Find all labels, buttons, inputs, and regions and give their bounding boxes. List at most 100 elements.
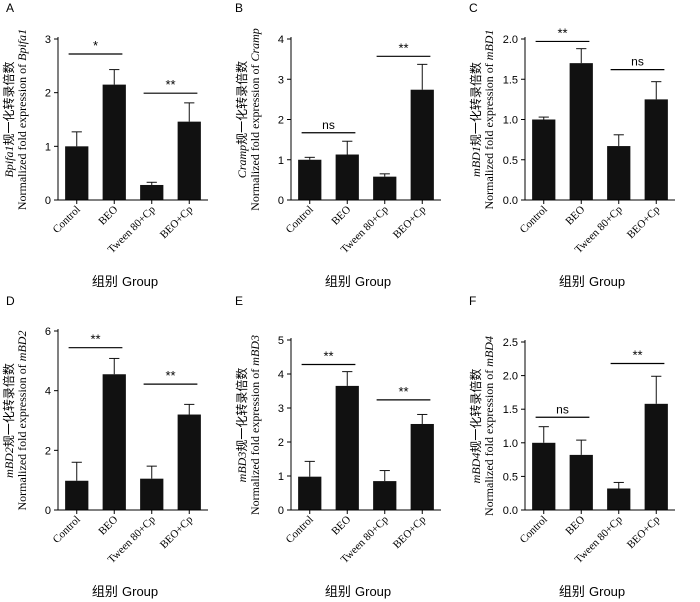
panel-label: E — [235, 294, 243, 308]
x-axis-title: 组别 Group — [559, 584, 625, 600]
significance-label: ns — [556, 402, 569, 416]
bar-tween-80-cp — [140, 478, 164, 510]
y-tick-label: 0.5 — [503, 155, 518, 167]
y-tick-label: 1 — [278, 471, 284, 483]
y-tick-label: 0.0 — [503, 195, 518, 207]
y-axis-title-cn: mBD3规一化转录倍数 — [234, 368, 249, 483]
y-tick-label: 6 — [45, 326, 51, 338]
x-tick-label: BEO — [563, 514, 587, 538]
x-axis-title-cn: 组别 — [325, 585, 355, 600]
y-tick-label: 0 — [278, 505, 284, 517]
significance-label: ** — [90, 332, 100, 347]
bar-beo — [102, 374, 126, 510]
y-axis-gene: mBD3 — [235, 452, 249, 483]
y-axis-title-cn-text: 规一化转录倍数 — [234, 61, 249, 145]
y-tick-label: 0.5 — [503, 471, 518, 483]
y-tick-label: 2 — [278, 437, 284, 449]
bar-beo-cp — [644, 403, 668, 510]
y-axis-gene: mBD1 — [469, 146, 483, 177]
bar-beo-cp — [177, 121, 201, 200]
x-axis-title-en: Group — [122, 274, 158, 289]
y-axis-title-cn-text: 规一化转录倍数 — [468, 369, 483, 453]
bar-beo — [569, 63, 593, 201]
y-tick-label: 3 — [278, 403, 284, 415]
y-axis-title-en: Normalized fold expression of mBD2 — [15, 331, 29, 511]
y-tick-label: 0 — [45, 195, 51, 207]
y-tick-label: 1.5 — [503, 404, 518, 416]
bar-tween-80-cp — [373, 176, 397, 200]
x-axis-title-en: Group — [355, 584, 391, 599]
y-axis-gene: mBD4 — [469, 453, 483, 484]
y-axis-title-en-text: Normalized fold expression of — [15, 361, 29, 510]
y-tick-label: 2 — [45, 445, 51, 457]
y-axis-title-cn: Bpifa1规一化转录倍数 — [1, 61, 16, 177]
significance-label: ** — [323, 348, 333, 363]
y-axis-title-cn-text: 规一化转录倍数 — [1, 363, 16, 447]
y-axis-gene: mBD3 — [248, 335, 262, 366]
y-axis-gene: mBD2 — [15, 331, 29, 362]
significance-label: ** — [398, 384, 408, 399]
x-tick-label: Control — [284, 514, 316, 546]
y-axis-gene: Bpifa1 — [2, 146, 16, 178]
x-tick-label: BEO — [563, 204, 587, 228]
bar-beo — [569, 454, 593, 510]
y-tick-label: 4 — [45, 386, 51, 398]
bar-control — [298, 476, 322, 510]
y-axis-gene: mBD4 — [482, 336, 496, 367]
y-axis-title-en: Normalized fold expression of mBD3 — [248, 335, 262, 515]
x-tick-label: BEO+Cp — [158, 513, 196, 551]
x-axis-title: 组别 Group — [92, 584, 158, 600]
bar-control — [532, 442, 556, 510]
x-axis-title-cn: 组别 — [559, 585, 589, 600]
y-axis-gene: Bpifa1 — [15, 29, 29, 61]
significance-label: * — [93, 38, 98, 53]
x-tick-label: BEO+Cp — [158, 203, 196, 241]
x-axis-title-en: Group — [122, 584, 158, 599]
x-axis-title-cn: 组别 — [92, 585, 122, 600]
bar-control — [298, 159, 322, 200]
x-axis-title-cn: 组别 — [325, 275, 355, 290]
x-tick-label: BEO+Cp — [625, 513, 663, 551]
bar-beo — [335, 385, 359, 510]
y-tick-label: 0 — [278, 195, 284, 207]
bar-beo-cp — [644, 99, 668, 200]
bar-control — [65, 146, 89, 200]
panel-label: D — [6, 294, 15, 308]
y-axis-title-cn-text: 规一化转录倍数 — [468, 62, 483, 146]
x-tick-label: BEO+Cp — [625, 203, 663, 241]
significance-label: ** — [398, 40, 408, 55]
panel-label: C — [469, 1, 478, 15]
y-tick-label: 2.0 — [503, 371, 518, 383]
x-axis-title: 组别 Group — [92, 274, 158, 290]
y-axis-title-cn: mBD1规一化转录倍数 — [468, 62, 483, 177]
bar-control — [65, 480, 89, 510]
bar-beo — [335, 154, 359, 200]
y-axis-title-cn: mBD4规一化转录倍数 — [468, 369, 483, 484]
y-tick-label: 0 — [45, 505, 51, 517]
y-axis-title-cn: mBD2规一化转录倍数 — [1, 363, 16, 478]
y-tick-label: 4 — [278, 369, 284, 381]
y-axis-title-en: Normalized fold expression of Bpifa1 — [15, 29, 29, 210]
x-tick-label: BEO+Cp — [391, 203, 429, 241]
y-axis-gene: Cramp — [235, 145, 249, 178]
x-tick-label: Control — [51, 204, 83, 236]
panel-label: A — [6, 1, 14, 15]
significance-label: ** — [632, 348, 642, 363]
significance-label: ** — [165, 368, 175, 383]
x-axis-title-cn: 组别 — [559, 275, 589, 290]
bar-tween-80-cp — [607, 146, 631, 200]
y-axis-title-en: Normalized fold expression of Cramp — [248, 28, 262, 211]
bar-tween-80-cp — [607, 488, 631, 510]
y-tick-label: 0.0 — [503, 505, 518, 517]
x-tick-label: Control — [284, 204, 316, 236]
x-axis-title-cn: 组别 — [92, 275, 122, 290]
bar-control — [532, 119, 556, 200]
y-axis-title-en: Normalized fold expression of mBD4 — [482, 336, 496, 516]
y-axis-title-en-text: Normalized fold expression of — [248, 366, 262, 515]
y-tick-label: 3 — [278, 74, 284, 86]
